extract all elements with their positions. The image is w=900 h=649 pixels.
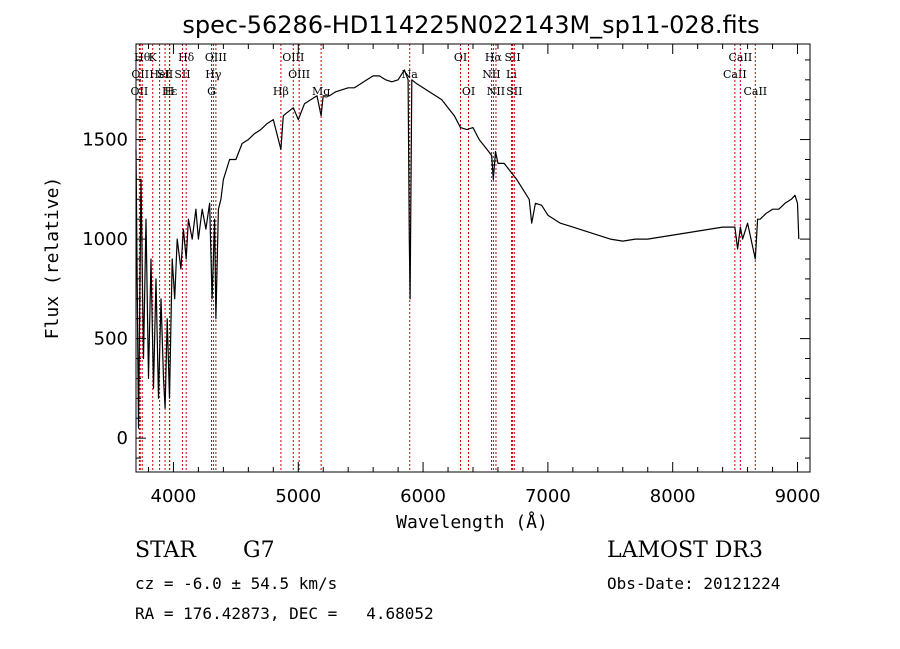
x-tick-label: 8000	[650, 486, 696, 507]
line-marker-label: Hδ	[178, 51, 195, 64]
line-marker-label: H	[165, 85, 175, 98]
redshift-text: cz = -6.0 ± 54.5 km/s	[135, 574, 338, 593]
line-marker-label: CaII	[743, 85, 767, 98]
y-axis-label: Flux (relative)	[42, 177, 63, 340]
line-marker-label: NII	[482, 68, 500, 81]
line-marker-label: SII	[157, 68, 173, 81]
line-marker-label: OII	[131, 85, 149, 98]
y-tick-label: 1000	[82, 229, 128, 250]
survey-name: LAMOST DR3	[607, 538, 763, 563]
line-marker-label: SII	[504, 51, 520, 64]
subclass: G7	[243, 538, 275, 563]
spectrum-series	[135, 69, 800, 429]
line-marker-label: Hγ	[205, 68, 222, 81]
line-marker-label: OII	[131, 68, 149, 81]
spectrum-line	[135, 69, 800, 429]
plot-frame	[135, 43, 811, 473]
x-tick-label: 4000	[151, 486, 197, 507]
line-marker-label: SII	[506, 85, 522, 98]
coordinates: RA = 176.42873, DEC = 4.68052	[135, 604, 434, 623]
line-marker-label: Li	[506, 68, 517, 81]
line-marker-label: Hβ	[273, 85, 289, 98]
line-marker-label: Hθ	[134, 51, 151, 64]
obs-date: Obs-Date: 20121224	[607, 574, 781, 593]
x-axis-label: Wavelength (Å)	[396, 511, 548, 533]
line-marker-label: Hα	[485, 51, 503, 64]
y-tick-label: 1500	[82, 130, 128, 151]
y-tick-label: 0	[117, 428, 128, 449]
axes: 4000 5000 6000 7000 8000 9000 0 500 1000 1500	[82, 44, 820, 507]
y-tick-label: 500	[94, 329, 128, 350]
x-tick-label: 6000	[400, 486, 446, 507]
line-marker-label: Mg	[312, 85, 330, 98]
x-tick-label: 7000	[525, 486, 571, 507]
line-marker-label: OIII	[282, 51, 304, 64]
line-marker-label: K	[149, 51, 158, 64]
line-marker-label: G	[207, 85, 216, 98]
line-marker-label: NII	[487, 85, 505, 98]
line-marker-label: OIII	[288, 68, 310, 81]
line-marker-label: OI	[454, 51, 467, 64]
object-class: STAR	[135, 538, 196, 563]
x-tick-label: 5000	[275, 486, 321, 507]
line-marker-label: SII	[174, 68, 190, 81]
line-marker-label: OIII	[205, 51, 227, 64]
x-tick-label: 9000	[775, 486, 821, 507]
line-marker-label: Na	[402, 68, 419, 81]
chart-title: spec-56286-HD114225N022143M_sp11-028.fit…	[182, 11, 759, 39]
line-marker-label: OI	[462, 85, 475, 98]
line-marker-label: CaII	[729, 51, 753, 64]
line-marker-label: CaII	[723, 68, 747, 81]
line-marker-label: Hε	[162, 85, 178, 98]
